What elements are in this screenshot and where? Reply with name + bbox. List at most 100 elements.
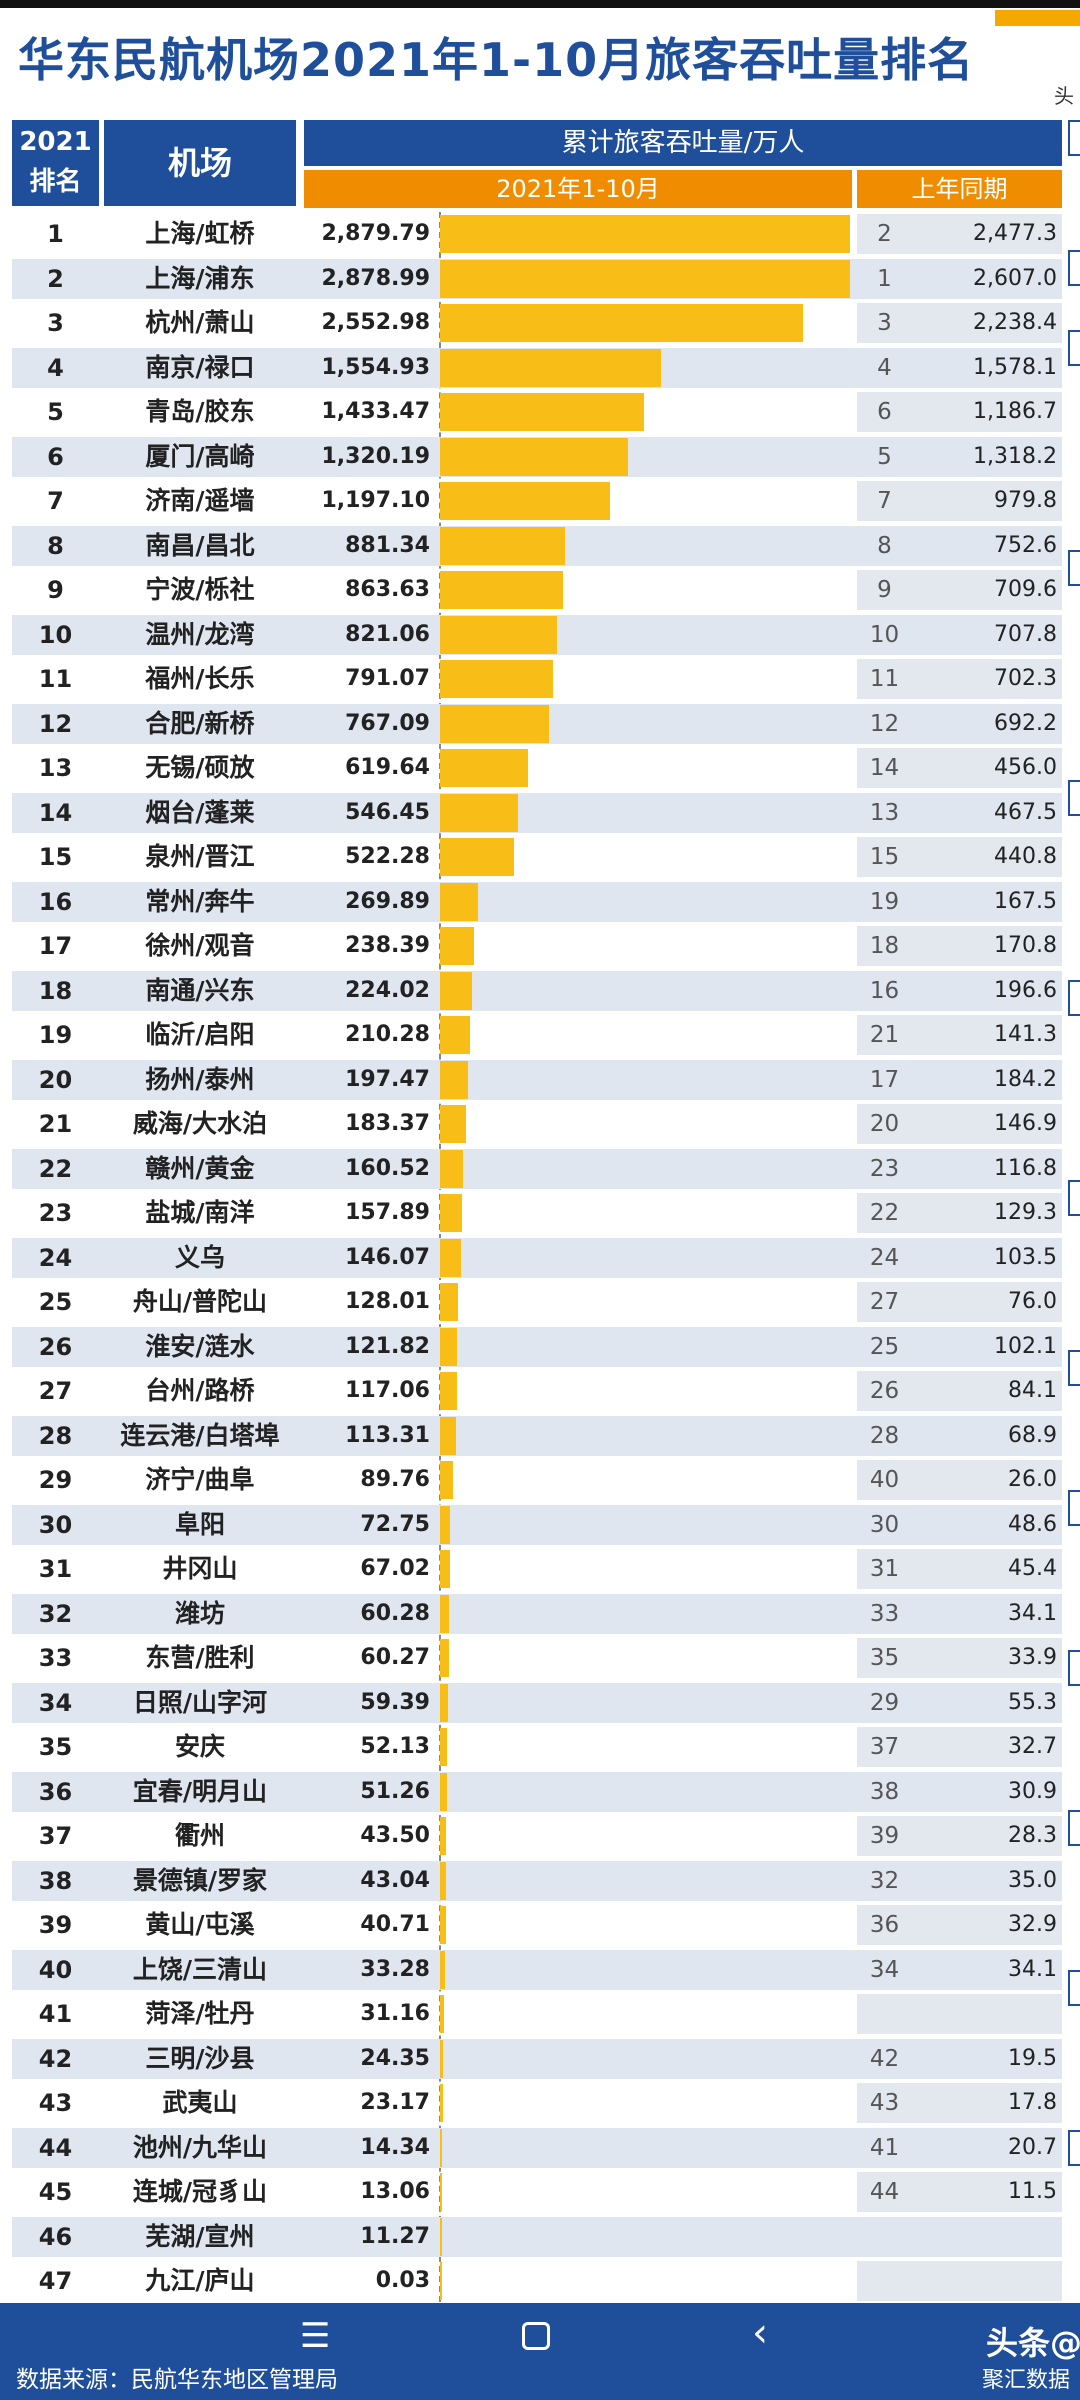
bar — [440, 1550, 450, 1588]
airport-name: 福州/长乐 — [145, 664, 255, 693]
value-label: 113.31 — [345, 1422, 430, 1448]
row-stripe — [12, 1593, 1062, 1634]
airport-name: 上海/虹桥 — [145, 219, 255, 248]
prev-cell-bg — [857, 659, 1062, 699]
airport-name: 温州/龙湾 — [145, 619, 255, 649]
table-row: 27 台州/路桥 117.06 26 84.1 — [0, 1369, 1080, 1413]
prev-value-label: 17.8 — [1008, 2090, 1057, 2115]
value-label: 89.76 — [360, 1467, 430, 1492]
table-row: 37 衢州 43.50 39 28.3 — [0, 1814, 1080, 1858]
airport-name: 杭州/萧山 — [145, 308, 255, 337]
table-row: 44 池州/九华山 14.34 41 20.7 — [0, 2126, 1080, 2170]
airport-name: 日照/山字河 — [132, 1687, 268, 1717]
bar — [440, 660, 553, 698]
row-stripe — [12, 1860, 1062, 1901]
row-stripe — [12, 792, 1062, 833]
prev-value-label: 76.0 — [1008, 1289, 1057, 1314]
prev-value-label: 32.9 — [1008, 1912, 1057, 1937]
value-label: 146.07 — [345, 1244, 430, 1270]
prev-value-label: 68.9 — [1008, 1422, 1057, 1448]
table-row: 46 芜湖/宣州 11.27 — [0, 2215, 1080, 2259]
home-icon[interactable] — [522, 2322, 550, 2350]
airport-name: 济宁/曲阜 — [145, 1465, 255, 1494]
bar — [440, 1728, 448, 1766]
prev-value-label: 20.7 — [1008, 2134, 1057, 2160]
airport-name: 徐州/观音 — [145, 931, 255, 960]
prev-cell-bg — [857, 1104, 1062, 1144]
bar — [440, 2217, 442, 2256]
value-label: 33.28 — [360, 1956, 430, 1982]
table-row: 24 义乌 146.07 24 103.5 — [0, 1236, 1080, 1280]
prev-cell-bg — [857, 1015, 1062, 1055]
prev-rank-cell: 26 — [869, 1378, 900, 1404]
back-icon[interactable]: ‹ — [752, 2310, 768, 2356]
prev-cell-bg — [857, 1638, 1062, 1678]
table-row: 16 常州/奔牛 269.89 19 167.5 — [0, 880, 1080, 924]
bar — [440, 1105, 467, 1143]
value-label: 43.50 — [360, 1823, 430, 1848]
rank-cell: 16 — [38, 887, 73, 916]
prev-rank-cell: 29 — [869, 1689, 900, 1716]
bar — [440, 2128, 443, 2167]
prev-cell-bg — [857, 1282, 1062, 1322]
prev-value-label: 467.5 — [994, 799, 1057, 825]
bar — [440, 1416, 457, 1455]
airport-name: 黄山/屯溪 — [145, 1910, 255, 1939]
airport-name: 南京/禄口 — [145, 352, 255, 382]
prev-value-label: 45.4 — [1008, 1556, 1057, 1581]
value-label: 881.34 — [345, 532, 430, 558]
prev-cell-bg — [857, 1905, 1062, 1945]
prev-rank-cell: 13 — [869, 799, 900, 826]
bar — [440, 704, 550, 743]
header-cumulative: 累计旅客吞吐量/万人 — [304, 120, 1062, 166]
prev-cell-bg — [857, 481, 1062, 521]
airport-name: 连云港/白塔埠 — [120, 1420, 280, 1450]
prev-value-label — [915, 2259, 1057, 2303]
bar — [440, 1861, 447, 1900]
rank-cell: 29 — [38, 1466, 73, 1494]
table-row: 42 三明/沙县 24.35 42 19.5 — [0, 2037, 1080, 2081]
prev-rank-cell: 43 — [869, 2090, 900, 2116]
prev-value-label: 692.2 — [994, 710, 1057, 736]
edge-block — [1068, 1350, 1080, 1386]
table-row: 34 日照/山字河 59.39 29 55.3 — [0, 1681, 1080, 1725]
bar — [440, 482, 611, 520]
value-label: 24.35 — [360, 2045, 430, 2071]
row-stripe — [12, 1326, 1062, 1367]
brand-label: 头条@ — [986, 2324, 1080, 2362]
row-stripe — [12, 1237, 1062, 1278]
table-row: 5 青岛/胶东 1,433.47 6 1,186.7 — [0, 390, 1080, 434]
prev-rank-cell: 20 — [869, 1111, 900, 1137]
airport-name: 上海/浦东 — [145, 263, 255, 293]
header-previous-period: 上年同期 — [857, 170, 1062, 208]
prev-rank-cell: 25 — [869, 1333, 900, 1360]
value-label: 128.01 — [345, 1289, 430, 1314]
rank-cell: 42 — [38, 2044, 73, 2073]
row-stripe — [12, 881, 1062, 922]
prev-value-label: 456.0 — [994, 755, 1057, 780]
prev-value-label: 440.8 — [994, 844, 1057, 869]
rank-cell: 28 — [38, 1421, 73, 1450]
airport-name: 临沂/启阳 — [145, 1020, 255, 1049]
airport-name: 赣州/黄金 — [145, 1153, 255, 1183]
value-label: 224.02 — [345, 977, 430, 1003]
rank-cell: 32 — [38, 1599, 73, 1628]
prev-rank-cell: 4 — [877, 354, 892, 381]
header-rank-label: 排名 — [29, 167, 82, 197]
table-row: 6 厦门/高崎 1,320.19 5 1,318.2 — [0, 435, 1080, 479]
page-title: 华东民航机场2021年1-10月旅客吞吐量排名 — [18, 33, 975, 87]
airport-name: 无锡/硕放 — [145, 753, 255, 782]
rank-cell: 37 — [38, 1822, 73, 1850]
prev-rank-cell: 8 — [877, 532, 892, 559]
prev-cell-bg — [857, 1727, 1062, 1767]
bar — [440, 971, 472, 1010]
prev-rank-cell: 11 — [869, 666, 900, 692]
prev-value-label: 48.6 — [1008, 1511, 1057, 1537]
menu-icon[interactable]: ☰ — [300, 2316, 331, 2356]
bar — [440, 1060, 469, 1099]
prev-rank-cell: 44 — [869, 2179, 900, 2205]
rank-cell: 24 — [38, 1243, 73, 1272]
prev-rank-cell: 21 — [869, 1022, 900, 1048]
value-label: 767.09 — [345, 710, 430, 736]
rank-cell: 47 — [38, 2267, 73, 2295]
